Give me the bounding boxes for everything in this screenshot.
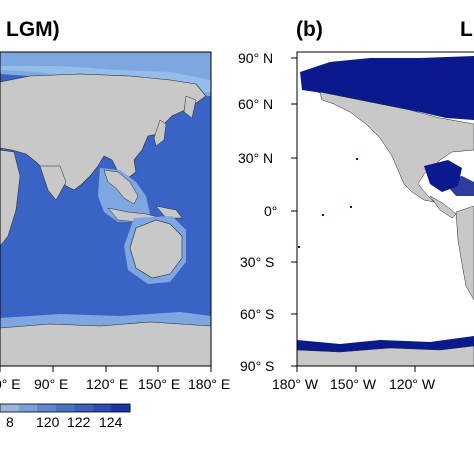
panel-a-map [0,52,211,366]
colorbar-swatch [37,404,57,412]
panel-b-lat-tick-label: 60° N [238,96,273,112]
panel-b-title-right: L [460,18,473,41]
panel-a-lon-tick-label: 90° E [34,376,68,392]
colorbar-swatch [0,404,20,412]
panel-a-lon-tick-label: 0° E [0,376,21,392]
colorbar-swatch [18,404,38,412]
colorbar-label: 122 [67,414,91,430]
panel-a-title: LGM) [6,18,60,41]
colorbar [0,403,131,413]
panel-b-north-america [319,91,474,203]
panel-a-new-guinea [155,205,183,219]
panel-b-lon-tick-label: 120° W [389,376,436,392]
panel-b-lat-tick-label: 90° S [240,358,274,374]
panel-b-island [356,158,358,160]
colorbar-swatch [111,404,131,412]
panel-b-island [298,246,300,248]
panel-b-map [297,52,474,366]
panel-b-island [350,206,352,208]
panel-b-central-america [429,195,457,219]
colorbar-swatch [92,404,112,412]
panel-a-africa-edge [0,149,21,247]
colorbar-swatch [74,404,94,412]
colorbar-label: 124 [99,414,123,430]
panel-a-antarctica [0,321,211,366]
colorbar-label: 120 [36,414,60,430]
panel-a-lon-tick-label: 120° E [86,376,128,392]
panel-b-caribbean [442,176,474,196]
panel-a-lon-ticks [0,366,212,372]
panel-b-lat-ticks [291,57,297,367]
panel-b-lat-tick-label: 60° S [240,306,274,322]
panel-b-lon-ticks [296,366,416,372]
panel-b-title: (b) [296,18,323,41]
panel-b-ice-sheet [300,56,474,120]
panel-b-antarctica [297,345,474,366]
panel-b-lat-tick-label: 30° S [240,254,274,270]
panel-a-india [39,165,67,201]
panel-a-australia [129,219,183,279]
panel-b-lon-tick-label: 180° W [272,376,319,392]
panel-a-lon-tick-label: 180° E [188,376,230,392]
panel-b-south-america [455,205,474,301]
panel-b-lat-tick-label: 30° N [238,150,273,166]
colorbar-frame [0,403,131,413]
panel-b-lat-tick-label: 90° N [238,50,273,66]
panel-b-lon-tick-label: 150° W [330,376,377,392]
panel-b-island [322,214,324,216]
panel-a-kamchatka [183,95,197,119]
panel-b-lat-tick-label: 0° [264,203,277,219]
panel-a-lon-tick-label: 150° E [138,376,180,392]
colorbar-swatch [55,404,75,412]
colorbar-label: 8 [6,414,14,430]
panel-b-frame [296,51,474,367]
panel-a-japan [153,119,167,147]
panel-a-southeast-asia [103,169,139,205]
